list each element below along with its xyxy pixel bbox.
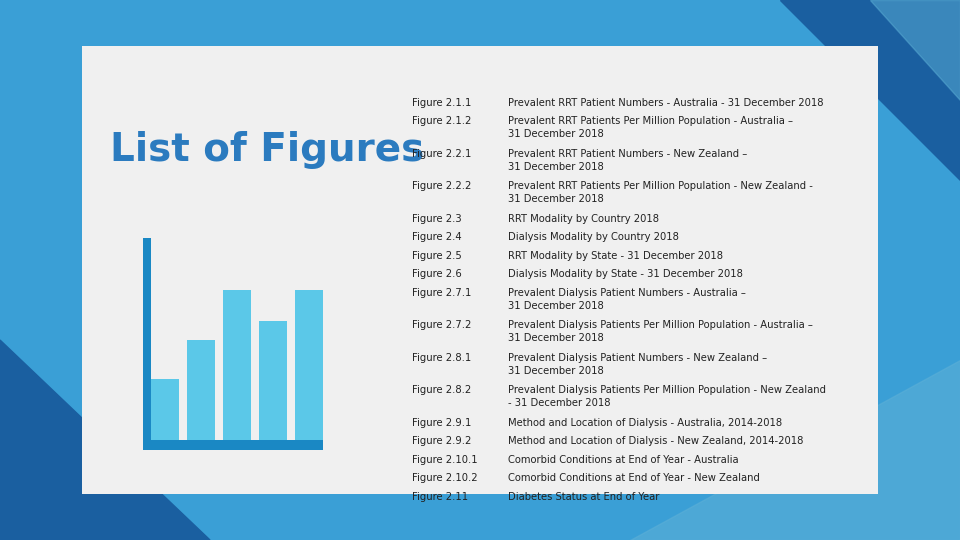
Text: Diabetes Status at End of Year: Diabetes Status at End of Year (508, 492, 660, 502)
Polygon shape (870, 0, 960, 100)
Text: Figure 2.10.1: Figure 2.10.1 (412, 455, 478, 465)
Text: Figure 2.8.2: Figure 2.8.2 (412, 386, 471, 395)
Text: Figure 2.11: Figure 2.11 (412, 492, 468, 502)
Bar (143, 440, 323, 450)
Text: Dialysis Modality by State - 31 December 2018: Dialysis Modality by State - 31 December… (508, 269, 743, 279)
Text: RRT Modality by Country 2018: RRT Modality by Country 2018 (508, 214, 659, 224)
Text: List of Figures: List of Figures (109, 131, 424, 169)
Text: Comorbid Conditions at End of Year - Australia: Comorbid Conditions at End of Year - Aus… (508, 455, 738, 465)
Text: Figure 2.3: Figure 2.3 (412, 214, 462, 224)
Text: RRT Modality by State - 31 December 2018: RRT Modality by State - 31 December 2018 (508, 251, 723, 261)
Text: Figure 2.8.1: Figure 2.8.1 (412, 353, 471, 363)
Text: Prevalent RRT Patient Numbers - New Zealand –
31 December 2018: Prevalent RRT Patient Numbers - New Zeal… (508, 149, 747, 172)
Text: Figure 2.9.2: Figure 2.9.2 (412, 436, 471, 447)
Text: Figure 2.9.1: Figure 2.9.1 (412, 418, 471, 428)
Bar (143, 238, 151, 450)
Text: Prevalent RRT Patients Per Million Population - New Zealand -
31 December 2018: Prevalent RRT Patients Per Million Popul… (508, 181, 813, 204)
Bar (295, 290, 323, 440)
Bar (151, 379, 179, 440)
Text: Figure 2.7.2: Figure 2.7.2 (412, 320, 471, 330)
Text: Figure 2.1.1: Figure 2.1.1 (412, 98, 471, 108)
Text: Dialysis Modality by Country 2018: Dialysis Modality by Country 2018 (508, 232, 679, 242)
Text: Figure 2.1.2: Figure 2.1.2 (412, 117, 471, 126)
Text: Figure 2.2.2: Figure 2.2.2 (412, 181, 471, 191)
Bar (223, 290, 251, 440)
Bar (186, 340, 215, 440)
Text: Prevalent RRT Patient Numbers - Australia - 31 December 2018: Prevalent RRT Patient Numbers - Australi… (508, 98, 824, 108)
Text: Figure 2.10.2: Figure 2.10.2 (412, 474, 478, 483)
Text: Prevalent Dialysis Patients Per Million Population - Australia –
31 December 201: Prevalent Dialysis Patients Per Million … (508, 320, 813, 343)
Text: Prevalent Dialysis Patients Per Million Population - New Zealand
- 31 December 2: Prevalent Dialysis Patients Per Million … (508, 386, 826, 408)
Polygon shape (630, 360, 960, 540)
Text: Prevalent Dialysis Patient Numbers - New Zealand –
31 December 2018: Prevalent Dialysis Patient Numbers - New… (508, 353, 767, 376)
Polygon shape (0, 340, 210, 540)
Text: Figure 2.7.1: Figure 2.7.1 (412, 288, 471, 298)
FancyBboxPatch shape (82, 46, 878, 494)
Text: Comorbid Conditions at End of Year - New Zealand: Comorbid Conditions at End of Year - New… (508, 474, 759, 483)
Text: Prevalent Dialysis Patient Numbers - Australia –
31 December 2018: Prevalent Dialysis Patient Numbers - Aus… (508, 288, 746, 310)
Text: Figure 2.4: Figure 2.4 (412, 232, 462, 242)
Text: Figure 2.5: Figure 2.5 (412, 251, 462, 261)
Polygon shape (780, 0, 960, 180)
Text: Prevalent RRT Patients Per Million Population - Australia –
31 December 2018: Prevalent RRT Patients Per Million Popul… (508, 117, 793, 139)
Bar (258, 321, 287, 440)
Text: Figure 2.2.1: Figure 2.2.1 (412, 149, 471, 159)
Text: Method and Location of Dialysis - New Zealand, 2014-2018: Method and Location of Dialysis - New Ze… (508, 436, 804, 447)
Text: Method and Location of Dialysis - Australia, 2014-2018: Method and Location of Dialysis - Austra… (508, 418, 782, 428)
Text: Figure 2.6: Figure 2.6 (412, 269, 462, 279)
